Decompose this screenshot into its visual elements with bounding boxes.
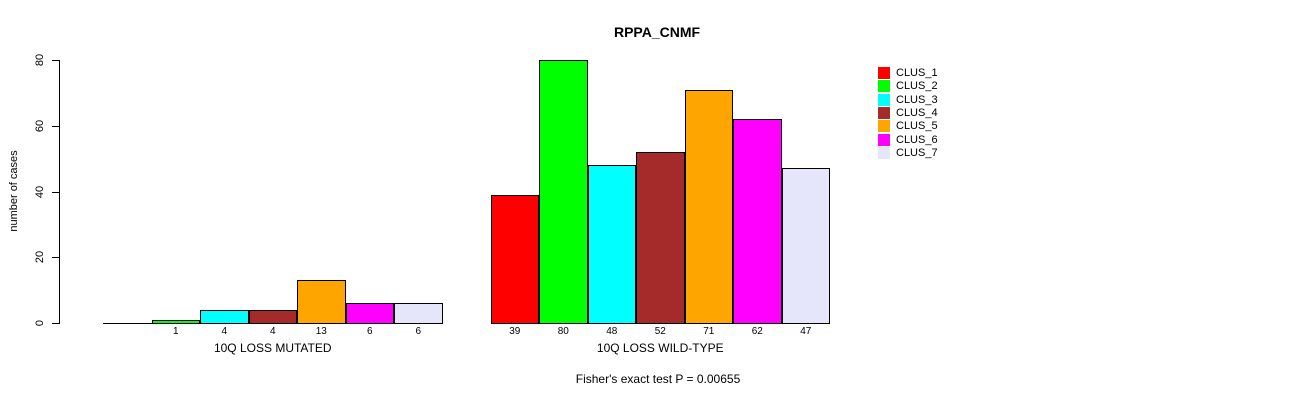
bar-clus_4-group1 [248,309,297,324]
bar-clus_2-group2 [539,60,588,324]
chart-title: RPPA_CNMF [613,24,701,40]
y-tick-mark [52,191,60,193]
legend-label-clus_1: CLUS_1 [896,67,938,79]
bar-clus_6-group1 [345,303,394,324]
bar-value-label: 47 [800,326,812,337]
bar-value-label: 13 [315,326,327,337]
legend-swatch-clus_1 [878,67,890,79]
legend-label-clus_3: CLUS_3 [896,93,938,106]
group-label: 10Q LOSS WILD-TYPE [596,341,724,355]
bar-value-label: 39 [509,326,521,337]
y-tick-mark [52,323,60,324]
bar-clus_1-group2 [490,194,539,324]
y-tick-mark [52,257,60,259]
y-tick-label: 60 [34,119,46,132]
bar-value-label: 1 [172,326,179,337]
y-tick-mark [52,125,60,127]
group-label: 10Q LOSS MUTATED [213,341,332,355]
bar-value-label: 80 [557,326,569,337]
bar-value-label: 71 [703,326,715,337]
legend-swatch-clus_2 [878,80,890,93]
legend-swatch-clus_5 [878,120,890,133]
bar-value-label: 4 [269,326,276,337]
legend-label-clus_7: CLUS_7 [896,147,938,160]
y-tick-mark [52,60,60,61]
legend-label-clus_6: CLUS_6 [896,133,938,146]
bar-clus_5-group2 [684,89,733,324]
y-tick-label: 80 [34,53,46,67]
bar-clus_7-group2 [781,168,830,324]
y-tick-label: 20 [34,251,46,264]
legend-swatch-clus_7 [878,147,890,160]
bar-clus_2-group1 [151,319,200,324]
bar-clus_4-group2 [636,152,685,324]
legend-swatch-clus_4 [878,107,890,120]
bar-clus_3-group1 [200,309,249,324]
bar-value-label: 52 [654,326,666,337]
legend-label-clus_4: CLUS_4 [896,107,938,120]
legend-label-clus_2: CLUS_2 [896,80,938,93]
bar-value-label: 6 [366,326,373,337]
bar-value-label: 6 [415,326,422,337]
annotation-fisher-test: Fisher's exact test P = 0.00655 [575,372,741,386]
bar-value-label: 62 [751,326,763,337]
bar-clus_5-group1 [297,280,346,324]
legend-label-clus_5: CLUS_5 [896,120,938,133]
bar-value-label: 48 [606,326,618,337]
y-tick-label: 40 [34,185,46,198]
bar-clus_6-group2 [733,119,782,324]
y-tick-label: 0 [34,319,46,327]
bar-clus_7-group1 [394,303,443,324]
legend-swatch-clus_3 [878,93,890,106]
bar-clus_3-group2 [587,165,636,324]
bar-value-label: 4 [221,326,228,337]
y-axis-label: number of cases [8,150,20,232]
legend-swatch-clus_6 [878,133,890,146]
